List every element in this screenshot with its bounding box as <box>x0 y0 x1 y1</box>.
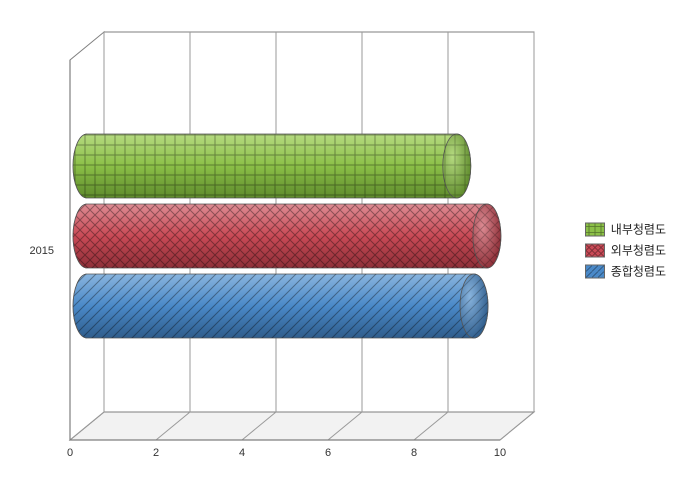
legend-swatch <box>585 222 605 236</box>
chart-svg: 0 2 4 6 8 10 2015 <box>0 0 682 500</box>
legend-swatch <box>585 243 605 257</box>
legend: 내부청렴도외부청렴도종합청렴도 <box>585 217 666 284</box>
legend-swatch <box>585 264 605 278</box>
x-tick-label: 8 <box>411 447 417 459</box>
bar-종합청렴도 <box>73 274 488 338</box>
x-tick-label: 2 <box>153 447 159 459</box>
x-tick-label: 0 <box>67 447 73 459</box>
integrity-bar-chart: 0 2 4 6 8 10 2015 내부청렴도외부청렴도종합청렴도 <box>0 0 682 500</box>
x-tick-label: 4 <box>239 447 245 459</box>
legend-item: 종합청렴도 <box>585 263 666 280</box>
x-tick-label: 10 <box>494 447 506 459</box>
legend-label: 외부청렴도 <box>611 242 666 259</box>
x-tick-label: 6 <box>325 447 331 459</box>
legend-label: 내부청렴도 <box>611 221 666 238</box>
bar-외부청렴도 <box>73 204 501 268</box>
legend-label: 종합청렴도 <box>611 263 666 280</box>
bar-내부청렴도 <box>73 134 471 198</box>
legend-item: 외부청렴도 <box>585 242 666 259</box>
y-category-label: 2015 <box>30 245 54 257</box>
legend-item: 내부청렴도 <box>585 221 666 238</box>
